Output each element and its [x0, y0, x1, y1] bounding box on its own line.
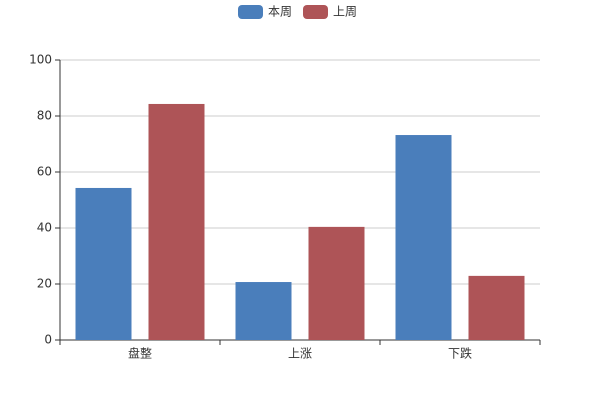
- y-tick-label: 0: [44, 333, 52, 347]
- legend-swatch: [303, 5, 328, 19]
- legend-swatch: [238, 5, 263, 19]
- x-tick-label: 上涨: [288, 346, 312, 361]
- x-tick-label: 盘整: [128, 346, 152, 361]
- bar: [75, 187, 132, 340]
- bar: [235, 282, 292, 340]
- y-tick-label: 60: [37, 165, 52, 179]
- y-tick-label: 20: [37, 277, 52, 291]
- bar: [308, 226, 365, 340]
- y-tick-label: 40: [37, 221, 52, 235]
- y-tick-label: 100: [29, 53, 52, 67]
- y-tick-label: 80: [37, 109, 52, 123]
- legend-label: 上周: [333, 5, 357, 19]
- bar: [148, 103, 205, 341]
- legend-label: 本周: [268, 5, 292, 19]
- bar: [468, 275, 525, 340]
- bar: [395, 135, 452, 340]
- x-tick-label: 下跌: [448, 346, 472, 361]
